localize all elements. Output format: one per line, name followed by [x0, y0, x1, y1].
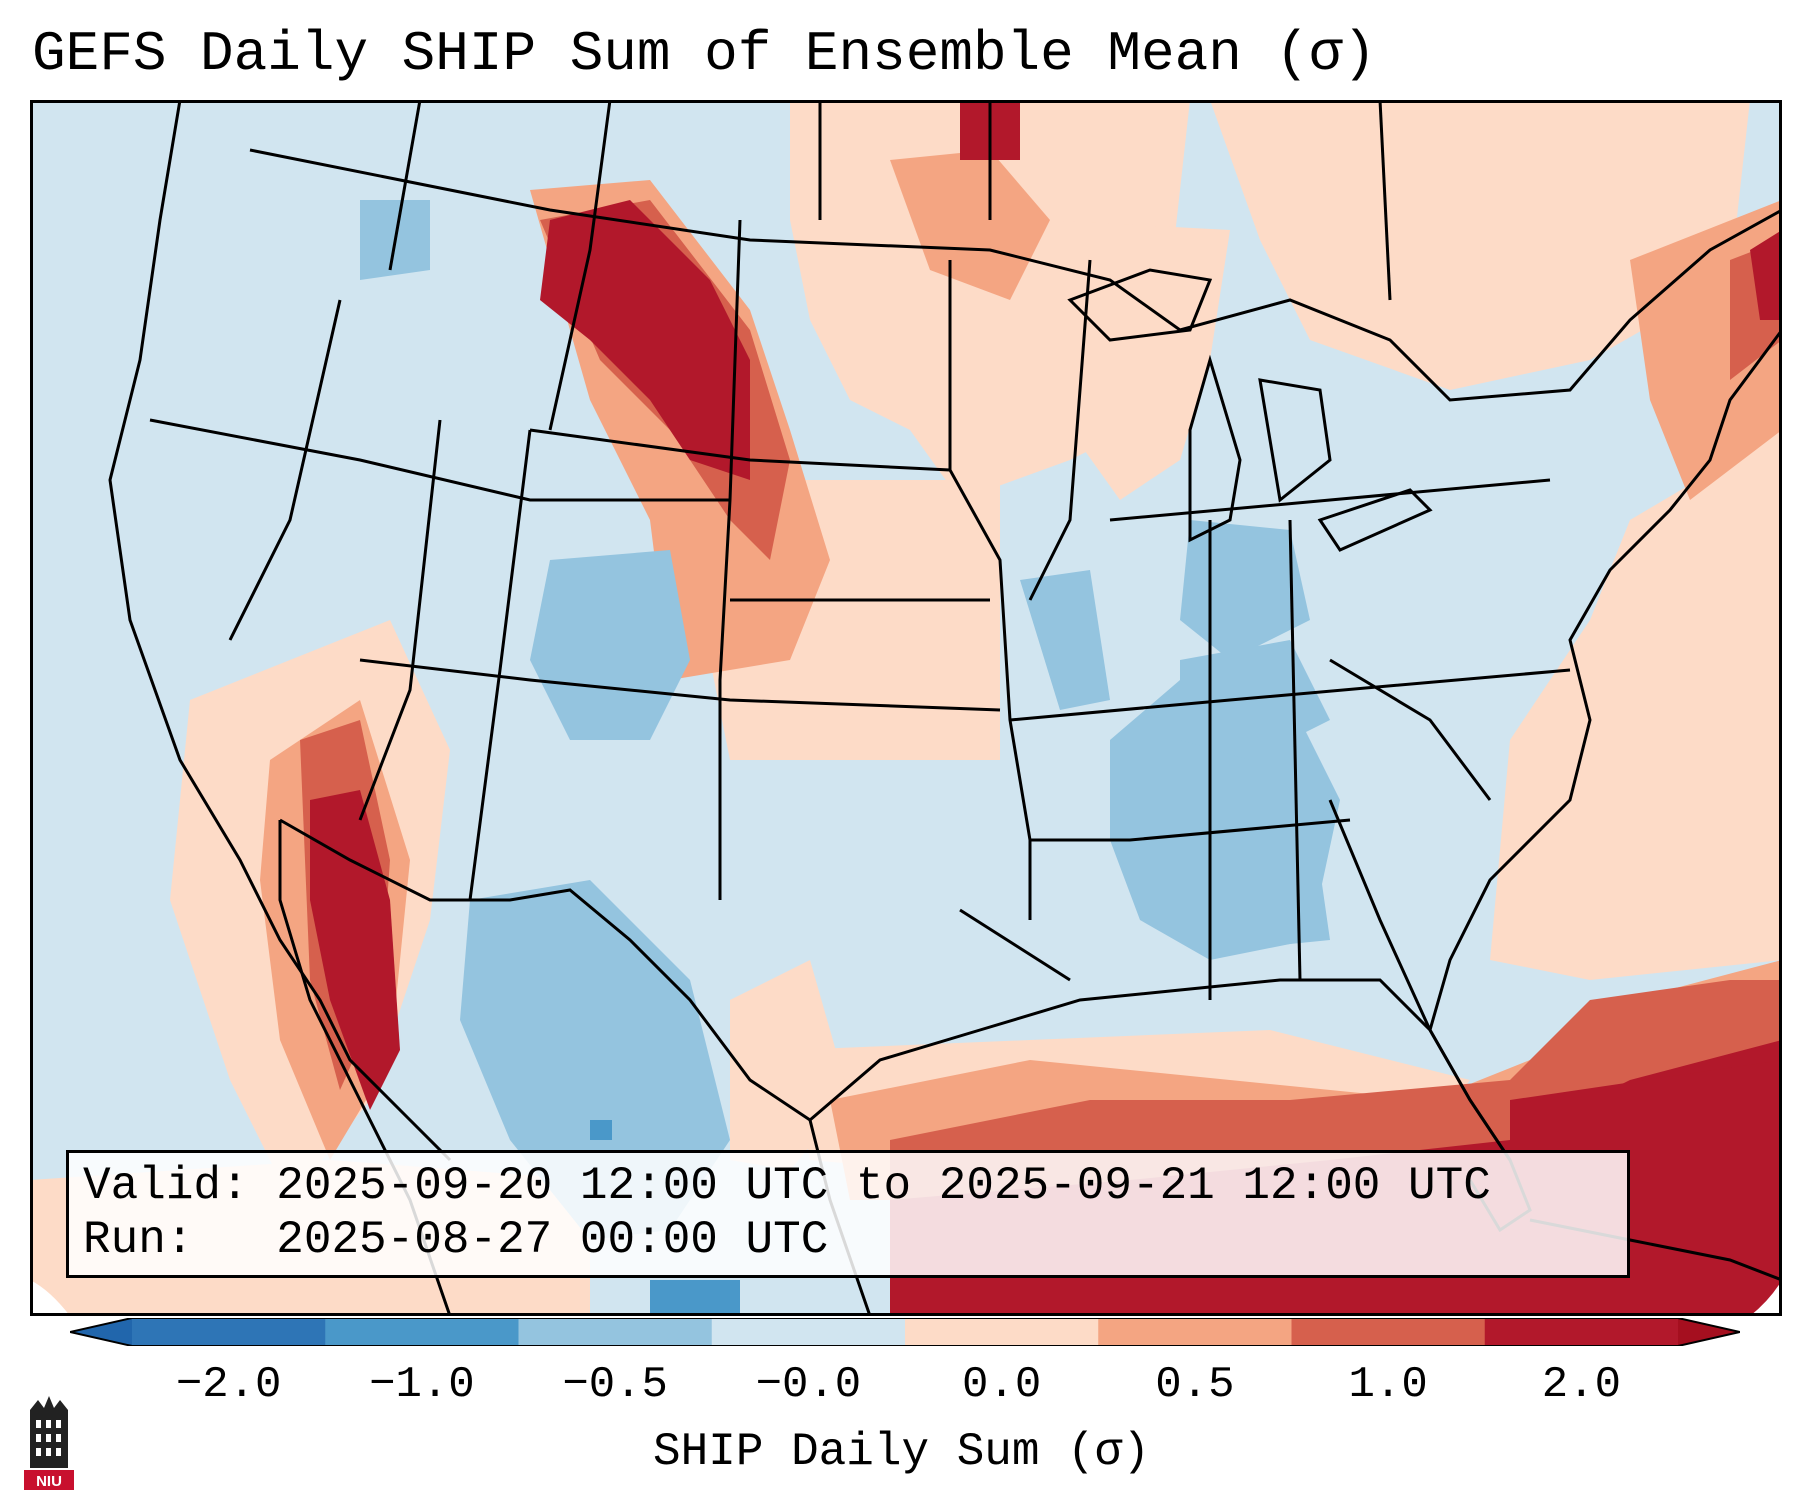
baja-extreme: [310, 790, 400, 1110]
interior-border-8: [529, 428, 951, 472]
projection-edge-left: [30, 1280, 70, 1316]
colorbar-segment: [132, 1318, 326, 1346]
texas-strong-negative: [590, 1120, 612, 1140]
projection-edge-right: [1750, 1280, 1782, 1316]
interior-border-21: [959, 908, 1071, 982]
interior-border-3: [468, 429, 532, 901]
indiana-negative: [1180, 520, 1310, 660]
niu-logo: NIU: [24, 1396, 74, 1490]
interior-border-13: [1109, 478, 1551, 522]
anomaly-map: [30, 100, 1782, 1316]
map-panel: Valid: 2025-09-20 12:00 UTC to 2025-09-2…: [30, 100, 1782, 1316]
interior-border-4: [548, 100, 612, 431]
negative-regions: [360, 200, 1340, 1240]
east-coastline: [1428, 329, 1782, 1031]
colorbar-tick-label: −0.5: [562, 1360, 668, 1410]
interior-border-12: [1030, 818, 1351, 842]
us-west-coast: [108, 100, 452, 1162]
interior-border-5: [718, 219, 742, 900]
interior-border-10: [948, 260, 1032, 920]
great-lakes-superior: [1067, 268, 1213, 342]
colorbar-segment: [325, 1318, 519, 1346]
colorbar-segment: [1291, 1318, 1486, 1346]
logo-tower-icon: [30, 1396, 68, 1468]
colorbar-tick-label: −2.0: [175, 1360, 282, 1410]
montana-extreme: [540, 200, 750, 480]
strong-negative-regions: [590, 1120, 740, 1316]
missouri-negative: [1020, 570, 1110, 710]
map-frame: [30, 100, 1782, 1316]
interior-border-23: [1329, 658, 1492, 801]
interior-border-15: [1288, 519, 1302, 981]
interior-border-20: [1378, 100, 1392, 301]
state-borders: [108, 100, 1782, 1316]
ne-extreme: [1750, 230, 1782, 320]
interior-border-19: [388, 100, 422, 271]
atlantic-positive: [1490, 430, 1782, 980]
chart-title: GEFS Daily SHIP Sum of Ensemble Mean (σ): [32, 22, 1377, 86]
upper-midwest-medium: [890, 150, 1050, 300]
colorbar-extend-low: [70, 1318, 132, 1346]
texas-east-positive: [730, 960, 850, 1170]
run-time-text: Run: 2025-08-27 00:00 UTC: [83, 1214, 829, 1266]
great-lakes-huron: [1258, 378, 1332, 503]
great-lakes-michigan: [1188, 354, 1242, 543]
colorbar-tick-label: −0.0: [755, 1360, 862, 1410]
colorbar-label: SHIP Daily Sum (σ): [653, 1426, 1150, 1478]
colorbar-segment: [518, 1318, 713, 1346]
interior-border-2: [358, 419, 442, 821]
interior-border-7: [359, 658, 1001, 712]
colorbar-tick-label: −1.0: [369, 1360, 475, 1410]
colorbar-tick-label: 0.0: [962, 1360, 1042, 1410]
mexico-strong-negative: [650, 1280, 740, 1316]
interior-border-16: [1028, 259, 1092, 601]
interior-border-22: [1328, 799, 1432, 1031]
valid-time-text: Valid: 2025-09-20 12:00 UTC to 2025-09-2…: [83, 1160, 1491, 1212]
colorbar-extend-high: [1678, 1318, 1740, 1346]
logo-text: NIU: [36, 1473, 62, 1490]
colorbar-tick-label: 1.0: [1348, 1360, 1428, 1410]
colorbar-tick-label: 2.0: [1541, 1360, 1621, 1410]
logo-windows-icon: [36, 1420, 61, 1456]
colorbar-segment: [1098, 1318, 1292, 1346]
us-mexico-border: [279, 818, 811, 1122]
valid-run-info-box: Valid: 2025-09-20 12:00 UTC to 2025-09-2…: [66, 1150, 1630, 1278]
colorbar-segment: [711, 1318, 906, 1346]
interior-border-6: [149, 418, 730, 502]
colorbar-segment: [905, 1318, 1099, 1346]
alabama-negative: [1180, 800, 1330, 950]
logo-banner: [24, 1470, 74, 1490]
us-canada-border: [249, 148, 1782, 402]
colorbar-ticks: −2.0 −1.0 −0.5 −0.0 0.0 0.5 1.0 2.0: [0, 1352, 1803, 1412]
interior-border-1: [228, 299, 342, 641]
colorbar-tick-label: 0.5: [1155, 1360, 1235, 1410]
interior-border-11: [1009, 668, 1571, 722]
colorbar-segment: [1484, 1318, 1679, 1346]
great-lakes-erie: [1317, 488, 1433, 552]
colorbar: [70, 1318, 1740, 1346]
canada-positive: [1210, 100, 1750, 390]
